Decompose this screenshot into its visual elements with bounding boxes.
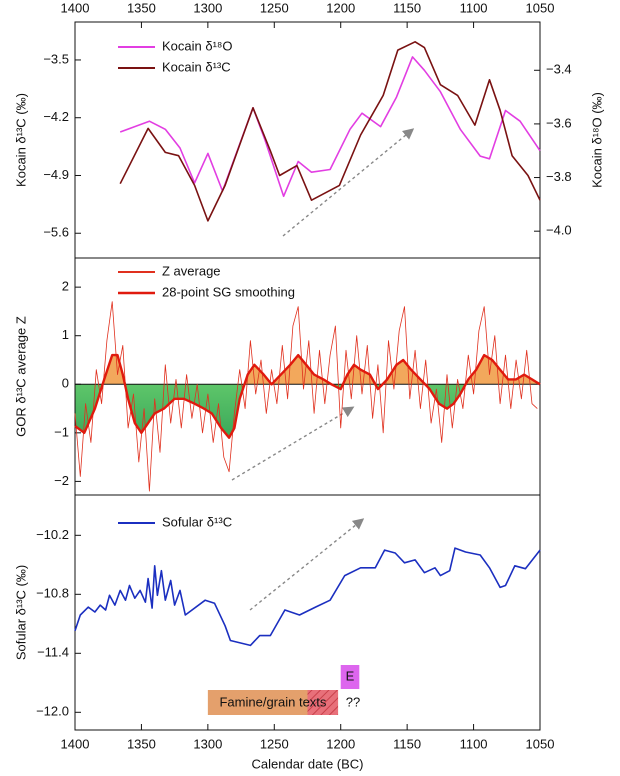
famine-hatch <box>307 690 339 715</box>
area-below <box>75 384 540 438</box>
legend-label: Z average <box>162 263 221 278</box>
trend-arrow <box>282 128 415 237</box>
x-tick-label: 1300 <box>193 0 222 15</box>
y-axis-title: Sofular δ¹³C (‰) <box>13 565 28 660</box>
x-tick-label: 1300 <box>193 736 222 751</box>
y-tick-label: 2 <box>62 279 69 294</box>
y-tick-label: −10.2 <box>36 527 69 542</box>
x-tick-label: 1150 <box>393 736 421 751</box>
x-tick-label: 1150 <box>393 0 421 15</box>
y-axis-title: GOR δ¹³C average Z <box>13 316 28 437</box>
series-line <box>119 41 541 222</box>
legend-label: Sofular δ¹³C <box>162 514 232 529</box>
x-tick-label: 1400 <box>61 0 90 15</box>
y2-tick-label: −3.6 <box>546 115 572 130</box>
x-tick-label: 1200 <box>326 736 355 751</box>
x-tick-label: 1100 <box>460 736 488 751</box>
x-tick-label: 1250 <box>260 736 289 751</box>
y2-axis-title: Kocain δ¹⁸O (‰) <box>589 92 604 188</box>
annotation-label: Famine/grain texts <box>219 694 326 709</box>
x-tick-label: 1050 <box>526 736 555 751</box>
y2-tick-label: −3.4 <box>546 62 572 77</box>
frame <box>74 21 541 731</box>
x-tick-label: 1350 <box>127 0 156 15</box>
x-tick-label: 1350 <box>127 736 156 751</box>
y-tick-label: −4.9 <box>43 167 69 182</box>
series-line <box>119 56 541 198</box>
y-tick-label: −10.8 <box>36 586 69 601</box>
y-tick-label: −12.0 <box>36 704 69 719</box>
legend-label: Kocain δ¹³C <box>162 59 231 74</box>
y-tick-label: −1 <box>54 424 69 439</box>
y-axis-title: Kocain δ¹³C (‰) <box>13 93 28 187</box>
x-tick-label: 1050 <box>526 0 555 15</box>
legend-label: 28-point SG smoothing <box>162 284 295 299</box>
trend-arrow <box>231 406 355 481</box>
x-tick-label: 1200 <box>326 0 355 15</box>
x-axis-title: Calendar date (BC) <box>252 756 364 771</box>
y-tick-label: −3.5 <box>43 51 69 66</box>
e-box <box>340 665 360 689</box>
annotation-label: E <box>346 668 355 683</box>
series-line <box>74 353 541 439</box>
x-tick-label: 1100 <box>460 0 488 15</box>
series-line <box>74 547 541 647</box>
area-above <box>75 355 540 385</box>
y-tick-label: −5.6 <box>43 225 69 240</box>
y-tick-label: −11.4 <box>37 645 69 660</box>
y-tick-label: −2 <box>54 473 69 488</box>
y-tick-label: 1 <box>62 327 69 342</box>
x-tick-label: 1250 <box>260 0 289 15</box>
trend-arrow <box>249 518 365 611</box>
annotation-label: ?? <box>346 694 360 709</box>
y2-tick-label: −3.8 <box>546 169 572 184</box>
legend-label: Kocain δ¹⁸O <box>162 38 233 53</box>
fills <box>75 355 540 438</box>
y2-tick-label: −4.0 <box>546 223 572 238</box>
y-tick-label: 0 <box>62 376 69 391</box>
y-tick-label: −4.2 <box>43 109 69 124</box>
x-tick-label: 1400 <box>61 736 90 751</box>
